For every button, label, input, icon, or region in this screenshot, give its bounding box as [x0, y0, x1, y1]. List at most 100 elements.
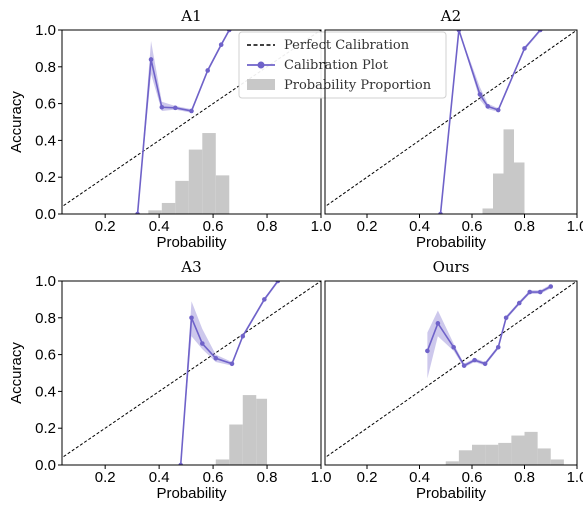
probability-proportion-histogram [445, 431, 564, 465]
histogram-bar [485, 444, 499, 465]
x-tick-label: 0.6 [462, 469, 483, 486]
calibration-point [503, 315, 509, 321]
calibration-point [472, 357, 477, 363]
calibration-point [275, 281, 281, 284]
plot-area [62, 281, 321, 465]
legend-box [238, 31, 447, 99]
calibration-point [527, 289, 533, 295]
calibration-point [262, 297, 267, 302]
histogram-bar [242, 395, 257, 465]
legend-label: Calibration Plot [284, 58, 389, 73]
calibration-point [205, 68, 210, 73]
x-tick-label: 0.4 [409, 469, 430, 486]
calibration-point [435, 321, 441, 326]
histogram-bar [229, 424, 243, 465]
histogram-bar [482, 208, 493, 214]
histogram-bar [202, 133, 216, 214]
axes-frame [324, 29, 578, 215]
x-tick-label: 0.2 [357, 469, 378, 486]
perfect-calibration-line [62, 281, 321, 459]
y-axis-label: Accuracy [8, 91, 25, 153]
calibration-point [229, 361, 235, 367]
calibration-point [482, 361, 488, 367]
histogram-bar [537, 448, 551, 465]
plot-area [325, 281, 577, 465]
calibration-line [179, 281, 279, 465]
y-tick-label: 0.8 [35, 59, 56, 76]
y-tick-label: 0.0 [35, 206, 56, 223]
histogram-bar [161, 202, 176, 214]
x-tick-label: 0.2 [95, 469, 116, 486]
calibration-point [135, 211, 140, 214]
probability-proportion-histogram [215, 395, 268, 465]
probability-proportion-histogram [482, 129, 525, 214]
x-axis-label: Probability [156, 485, 227, 502]
calibration-point [477, 92, 483, 97]
subplot-title: A3 [180, 258, 201, 276]
x-tick-label: 0.8 [257, 469, 278, 486]
x-tick-label: 0.6 [462, 218, 483, 235]
calibration-point [178, 462, 184, 465]
calibration-point [451, 344, 456, 350]
legend-label: Probability Proportion [284, 78, 432, 93]
x-tick-label: 0.6 [203, 469, 224, 486]
x-tick-label: 0.2 [95, 218, 116, 235]
histogram-bar [511, 435, 525, 465]
calibration-point [495, 344, 501, 350]
subplot-title: Ours [433, 258, 470, 276]
histogram-bar [472, 444, 486, 465]
x-tick-label: 1.0 [311, 218, 332, 235]
calibration-point [218, 42, 224, 48]
calibration-point [537, 289, 543, 295]
subplot-2: 0.2 0.4 0.6 0.8 1.0 A2 Probability [324, 7, 583, 251]
calibration-line [439, 30, 541, 214]
x-tick-label: 0.8 [514, 218, 535, 235]
histogram-bar [188, 149, 203, 214]
x-tick-label: 1.0 [311, 469, 332, 486]
histogram-bar [503, 129, 514, 214]
x-tick-label: 0.4 [409, 218, 430, 235]
calibration-point [189, 315, 194, 321]
subplot-4: 0.2 0.4 0.6 0.8 1.0 Ours Probability [324, 258, 583, 502]
histogram-bar [493, 173, 504, 214]
legend: Perfect Calibration Calibration Plot Proba… [238, 31, 447, 99]
histogram-bar [215, 175, 230, 214]
calibration-point [516, 300, 522, 306]
legend-patch-swatch [247, 79, 275, 90]
calibration-point [438, 211, 443, 214]
calibration-point [213, 355, 219, 361]
x-tick-label: 0.2 [357, 218, 378, 235]
histogram-bar [148, 210, 162, 214]
x-tick-label: 0.4 [149, 469, 170, 486]
histogram-bar [215, 459, 230, 465]
probability-proportion-histogram [148, 133, 230, 214]
calibration-point [485, 104, 491, 109]
y-tick-label: 0.8 [35, 310, 56, 327]
x-tick-label: 0.6 [203, 218, 224, 235]
x-axis-label: Probability [156, 234, 227, 251]
legend-marker-swatch [257, 61, 265, 69]
y-tick-label: 0.6 [35, 96, 56, 113]
calibration-point [537, 30, 543, 33]
histogram-bar [498, 442, 512, 465]
axes-frame [61, 280, 322, 466]
histogram-bar [256, 398, 268, 465]
y-tick-label: 0.0 [35, 457, 56, 474]
perfect-calibration-line [325, 281, 577, 459]
calibration-point [173, 105, 178, 111]
calibration-point [189, 108, 194, 114]
axes-frame [324, 280, 578, 466]
y-tick-label: 1.0 [35, 22, 56, 39]
subplot-3: 0.2 0.4 0.6 0.8 1.0 0.0 0.2 0.4 0.6 0.8 1.0 A3 Proba… [8, 258, 331, 502]
x-tick-label: 1.0 [567, 218, 583, 235]
calibration-point [495, 107, 501, 113]
calibration-point [522, 46, 527, 51]
y-tick-label: 0.6 [35, 347, 56, 364]
histogram-bar [175, 180, 189, 214]
legend-label: Perfect Calibration [284, 38, 410, 53]
x-tick-label: 1.0 [567, 469, 583, 486]
y-tick-label: 0.2 [35, 169, 56, 186]
y-axis-label: Accuracy [8, 342, 25, 404]
y-tick-label: 1.0 [35, 273, 56, 290]
calibration-point [240, 333, 246, 339]
